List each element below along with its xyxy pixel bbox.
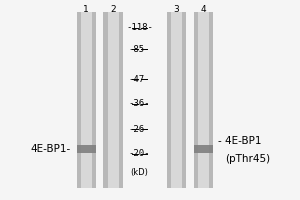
Bar (207, 12, 208, 188)
Bar (106, 12, 107, 188)
Bar (180, 12, 181, 188)
Bar (80, 12, 81, 188)
Bar (175, 12, 176, 188)
Bar (210, 12, 211, 188)
Bar (122, 12, 123, 188)
Bar (205, 12, 206, 188)
Text: -36-: -36- (129, 99, 150, 108)
Bar (91, 12, 92, 188)
Bar (110, 12, 111, 188)
Bar (194, 12, 213, 188)
Bar (86, 12, 87, 188)
Bar (169, 12, 170, 188)
Bar (103, 12, 123, 188)
Text: 1: 1 (83, 5, 89, 14)
Bar (112, 12, 113, 188)
Bar (76, 12, 96, 188)
Bar (108, 12, 109, 188)
Text: -26-: -26- (129, 124, 150, 134)
Bar (95, 12, 96, 188)
Bar (201, 12, 202, 188)
Text: (pThr45): (pThr45) (225, 154, 270, 164)
Text: -85-: -85- (129, 45, 150, 53)
Text: 2: 2 (110, 5, 116, 14)
Bar (212, 12, 213, 188)
Bar (181, 12, 182, 188)
Text: -47-: -47- (129, 74, 150, 84)
Bar (184, 12, 185, 188)
Bar (81, 12, 82, 188)
Bar (196, 12, 197, 188)
Bar (103, 12, 104, 188)
Bar (169, 12, 170, 188)
Bar (107, 12, 108, 188)
Bar (93, 12, 94, 188)
Bar (170, 12, 171, 188)
Bar (113, 12, 114, 188)
Bar (182, 12, 183, 188)
Text: 3: 3 (173, 5, 179, 14)
Bar (203, 12, 204, 188)
Text: -20-: -20- (129, 150, 150, 158)
Bar (94, 12, 95, 188)
Bar (83, 12, 84, 188)
Bar (198, 12, 199, 188)
Text: 4E-BP1-: 4E-BP1- (30, 144, 70, 154)
Text: -118-: -118- (126, 23, 153, 32)
Bar (202, 12, 203, 188)
Bar (92, 12, 93, 188)
Bar (76, 12, 77, 188)
Bar (88, 12, 89, 188)
Bar (194, 12, 196, 188)
Bar (194, 145, 213, 153)
Bar (167, 12, 169, 188)
Bar (109, 12, 110, 188)
Bar (119, 12, 120, 188)
Bar (76, 145, 96, 153)
Bar (199, 12, 200, 188)
Bar (177, 12, 178, 188)
Bar (120, 12, 121, 188)
Bar (77, 12, 78, 188)
Bar (84, 12, 85, 188)
Bar (200, 12, 201, 188)
Bar (89, 12, 90, 188)
Bar (85, 12, 86, 188)
Bar (185, 12, 186, 188)
Bar (167, 12, 186, 188)
Text: (kD): (kD) (130, 168, 148, 178)
Bar (204, 12, 205, 188)
Bar (173, 12, 174, 188)
Text: 4: 4 (200, 5, 206, 14)
Text: - 4E-BP1: - 4E-BP1 (218, 136, 261, 146)
Bar (79, 12, 80, 188)
Bar (114, 12, 115, 188)
Bar (115, 12, 116, 188)
Bar (171, 12, 172, 188)
Bar (121, 12, 122, 188)
Bar (176, 12, 177, 188)
Bar (179, 12, 180, 188)
Bar (209, 12, 210, 188)
Bar (116, 12, 117, 188)
Bar (82, 12, 83, 188)
Bar (197, 12, 198, 188)
Bar (87, 12, 88, 188)
Bar (111, 12, 112, 188)
Bar (183, 12, 184, 188)
Bar (208, 12, 209, 188)
Bar (211, 12, 212, 188)
Bar (90, 12, 91, 188)
Bar (172, 12, 173, 188)
Bar (174, 12, 175, 188)
Bar (178, 12, 179, 188)
Bar (104, 12, 105, 188)
Bar (118, 12, 119, 188)
Bar (206, 12, 207, 188)
Bar (117, 12, 118, 188)
